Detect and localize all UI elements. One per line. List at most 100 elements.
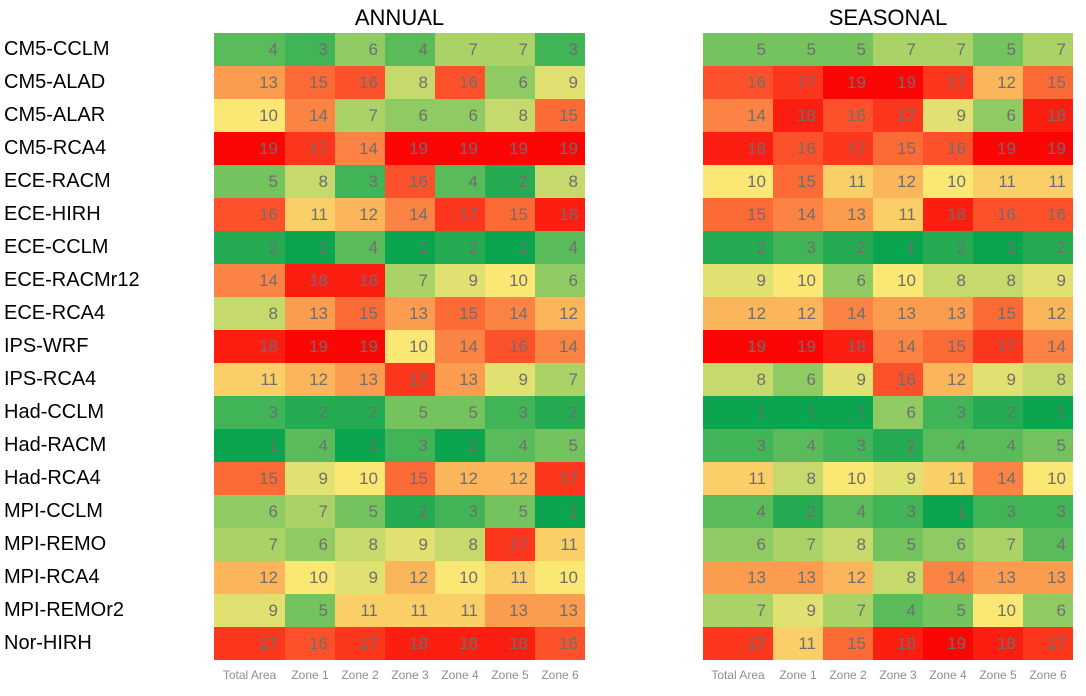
- heatmap-cell: 6: [1023, 594, 1073, 627]
- heatmap-cell: 11: [973, 165, 1023, 198]
- heatmap-cell: 15: [435, 297, 485, 330]
- heatmap-cell: 3: [335, 165, 385, 198]
- heatmap-cell: 12: [923, 363, 973, 396]
- heatmap-cell: 11: [214, 363, 285, 396]
- heatmap-cell: 7: [823, 594, 873, 627]
- heatmap-cell: 19: [385, 132, 435, 165]
- heatmap-cell: 12: [773, 297, 823, 330]
- heatmap-cell: 12: [385, 561, 435, 594]
- heatmap-cell: 9: [823, 363, 873, 396]
- row-label: MPI-REMO: [4, 533, 107, 555]
- heatmap-cell: 15: [285, 66, 335, 99]
- heatmap-cell: 14: [214, 264, 285, 297]
- heatmap-cell: 8: [535, 165, 585, 198]
- heatmap-cell: 3: [973, 495, 1023, 528]
- heatmap-cell: 9: [923, 99, 973, 132]
- heatmap-cell: 17: [285, 132, 335, 165]
- heatmap-cell: 18: [285, 264, 335, 297]
- heatmap-cell: 7: [773, 528, 823, 561]
- heatmap-cell: 10: [873, 264, 923, 297]
- heatmap-cell: 19: [535, 132, 585, 165]
- row-label: CM5-ALAD: [4, 71, 106, 93]
- heatmap-cell: 5: [873, 528, 923, 561]
- heatmap-cell: 1: [285, 231, 335, 264]
- heatmap-cell: 8: [435, 528, 485, 561]
- heatmap-cell: 14: [1023, 330, 1073, 363]
- heatmap-cell: 19: [873, 66, 923, 99]
- heatmap-cell: 17: [214, 627, 285, 660]
- heatmap-cell: 16: [385, 165, 435, 198]
- heatmap-cell: 14: [703, 99, 773, 132]
- heatmap-cell: 17: [823, 132, 873, 165]
- heatmap-cell: 11: [773, 627, 823, 660]
- column-label: Zone 1: [779, 668, 817, 682]
- row-label: Had-CCLM: [4, 401, 105, 423]
- heatmap-cell: 10: [823, 462, 873, 495]
- heatmap-cell: 13: [535, 594, 585, 627]
- heatmap-cell: 12: [335, 198, 385, 231]
- heatmap-cell: 18: [1023, 99, 1073, 132]
- heatmap-cell: 19: [214, 132, 285, 165]
- heatmap-cell: 9: [285, 462, 335, 495]
- heatmap-cell: 6: [335, 33, 385, 66]
- heatmap-cell: 14: [435, 330, 485, 363]
- heatmap-cell: 15: [873, 132, 923, 165]
- heatmap-cell: 6: [535, 264, 585, 297]
- heatmap-cell: 11: [873, 198, 923, 231]
- heatmap-cell: 9: [385, 528, 435, 561]
- heatmap-cell: 12: [214, 561, 285, 594]
- heatmap-cell: 4: [923, 429, 973, 462]
- heatmap-cell: 13: [385, 297, 435, 330]
- column-label: Zone 2: [341, 668, 379, 682]
- heatmap-cell: 14: [873, 330, 923, 363]
- heatmap-cell: 18: [703, 132, 773, 165]
- heatmap-cell: 13: [773, 561, 823, 594]
- heatmap-cell: 4: [873, 594, 923, 627]
- heatmap-cell: 7: [923, 33, 973, 66]
- heatmap-cell: 9: [703, 264, 773, 297]
- heatmap-cell: 4: [335, 231, 385, 264]
- heatmap-cell: 3: [385, 429, 435, 462]
- heatmap-cell: 3: [435, 495, 485, 528]
- heatmap-cell: 2: [873, 429, 923, 462]
- heatmap-cell: 12: [485, 462, 535, 495]
- heatmap-cell: 12: [703, 297, 773, 330]
- heatmap-cell: 5: [435, 396, 485, 429]
- heatmap-cell: 2: [703, 231, 773, 264]
- heatmap-cell: 4: [703, 495, 773, 528]
- heatmap-cell: 13: [435, 363, 485, 396]
- heatmap-cell: 9: [773, 594, 823, 627]
- heatmap-cell: 10: [923, 165, 973, 198]
- heatmap-cell: 6: [973, 99, 1023, 132]
- heatmap-cell: 3: [923, 396, 973, 429]
- heatmap-cell: 18: [973, 627, 1023, 660]
- heatmap-cell: 5: [285, 594, 335, 627]
- heatmap-cell: 14: [773, 198, 823, 231]
- heatmap-cell: 5: [485, 495, 535, 528]
- heatmap-cell: 4: [1023, 528, 1073, 561]
- annual-heatmap: 4 3 6 4 7 7 3 13 15 16 8 16 6 9 10 14 7 6 6 8 15 19 17 14 19 19 19…: [214, 33, 585, 660]
- heatmap-cell: 6: [485, 66, 535, 99]
- heatmap-cell: 11: [335, 594, 385, 627]
- heatmap-cell: 10: [1023, 462, 1073, 495]
- heatmap-cell: 8: [214, 297, 285, 330]
- heatmap-cell: 16: [335, 66, 385, 99]
- heatmap-cell: 5: [535, 429, 585, 462]
- heatmap-cell: 7: [973, 528, 1023, 561]
- heatmap-cell: 4: [823, 495, 873, 528]
- heatmap-cell: 19: [973, 132, 1023, 165]
- heatmap-cell: 1: [973, 231, 1023, 264]
- heatmap-cell: 8: [1023, 363, 1073, 396]
- heatmap-cell: 16: [285, 627, 335, 660]
- heatmap-cell: 14: [923, 561, 973, 594]
- column-label: Zone 3: [391, 668, 429, 682]
- heatmap-cell: 14: [485, 297, 535, 330]
- column-label: Zone 6: [541, 668, 579, 682]
- heatmap-cell: 2: [335, 396, 385, 429]
- heatmap-cell: 16: [535, 627, 585, 660]
- heatmap-cell: 19: [703, 330, 773, 363]
- heatmap-cell: 16: [435, 66, 485, 99]
- heatmap-cell: 15: [973, 297, 1023, 330]
- heatmap-cell: 5: [703, 33, 773, 66]
